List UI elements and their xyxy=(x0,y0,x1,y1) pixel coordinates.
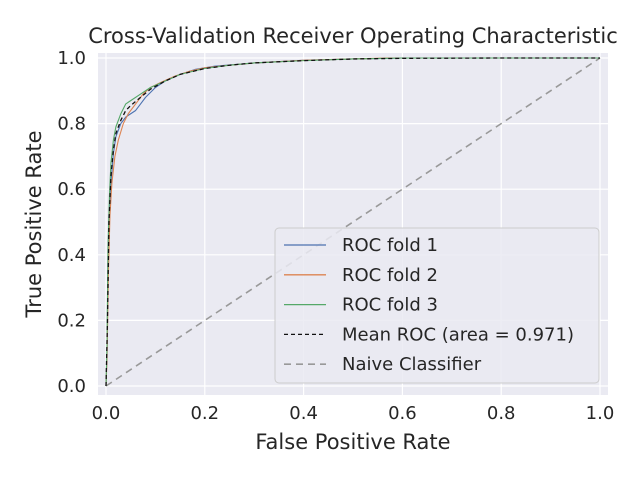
x-tick-label: 0.8 xyxy=(487,403,516,424)
legend-label-1: ROC fold 1 xyxy=(342,235,438,256)
y-tick-label: 0.0 xyxy=(57,376,86,397)
y-tick-label: 1.0 xyxy=(57,48,86,69)
legend-label-3: ROC fold 3 xyxy=(342,295,438,316)
y-tick-label: 0.6 xyxy=(57,179,86,200)
x-axis-label: False Positive Rate xyxy=(255,430,450,454)
legend-frame xyxy=(274,227,600,384)
y-tick-label: 0.4 xyxy=(57,245,86,266)
x-tick-label: 0.0 xyxy=(92,403,121,424)
x-tick-label: 0.6 xyxy=(388,403,417,424)
series-line-4 xyxy=(105,57,600,387)
y-tick-labels: 0.0 0.2 0.4 0.6 0.8 1.0 xyxy=(57,48,86,397)
series-lines xyxy=(105,57,601,387)
legend-label-2: ROC fold 2 xyxy=(342,265,438,286)
x-tick-label: 0.2 xyxy=(190,403,219,424)
x-tick-labels: 0.0 0.2 0.4 0.6 0.8 1.0 xyxy=(92,403,615,424)
y-tick-label: 0.8 xyxy=(57,114,86,135)
series-line-5 xyxy=(105,57,601,387)
grid-lines xyxy=(98,53,608,395)
y-tick-label: 0.2 xyxy=(57,310,86,331)
legend: ROC fold 1 ROC fold 2 ROC fold 3 Mean ROC (… xyxy=(274,227,600,384)
legend-label-5: Naive Classifier xyxy=(342,354,482,375)
y-axis-label: True Positive Rate xyxy=(22,130,46,318)
chart-title: Cross-Validation Receiver Operating Char… xyxy=(88,24,618,48)
x-tick-label: 1.0 xyxy=(586,403,615,424)
legend-label-4: Mean ROC (area = 0.971) xyxy=(342,324,574,345)
x-tick-label: 0.4 xyxy=(289,403,318,424)
